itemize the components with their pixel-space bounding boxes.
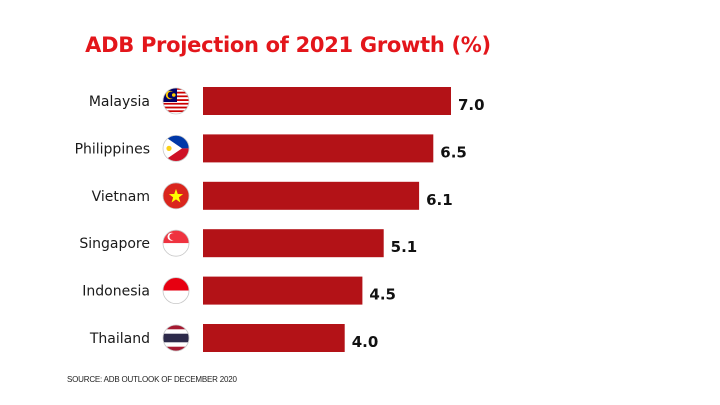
bars [203,87,451,352]
thailand-flag-icon [162,324,190,352]
value-label-indonesia: 4.5 [369,286,396,304]
bar-malaysia [203,87,451,115]
bar-indonesia [203,276,363,305]
bar-philippines [203,134,434,163]
value-label-thailand: 4.0 [352,333,379,351]
source-note: SOURCE: ADB OUTLOOK OF DECEMBER 2020 [67,375,237,384]
value-label-malaysia: 7.0 [458,96,485,114]
category-label-malaysia: Malaysia [89,94,150,110]
value-label-singapore: 5.1 [391,238,418,256]
philippines-flag-icon [162,134,190,162]
category-labels: Malaysia Philippines Vietnam Singapore Indon… [75,94,150,347]
bar-singapore [203,229,384,258]
category-label-philippines: Philippines [75,141,150,157]
bar-thailand [203,324,345,352]
indonesia-flag-icon [162,277,190,305]
category-label-thailand: Thailand [89,331,150,347]
chart-title: ADB Projection of 2021 Growth (%) [85,33,491,57]
category-label-singapore: Singapore [79,236,150,252]
category-label-vietnam: Vietnam [92,189,150,205]
malaysia-flag-icon [162,87,190,115]
flag-icons [162,87,190,352]
category-label-indonesia: Indonesia [82,284,150,300]
singapore-flag-icon [162,229,190,257]
vietnam-flag-icon [162,182,190,210]
value-label-philippines: 6.5 [440,143,467,161]
value-labels: 7.0 6.5 6.1 5.1 4.5 4.0 [352,96,485,351]
bar-vietnam [203,181,420,210]
value-label-vietnam: 6.1 [426,191,453,209]
